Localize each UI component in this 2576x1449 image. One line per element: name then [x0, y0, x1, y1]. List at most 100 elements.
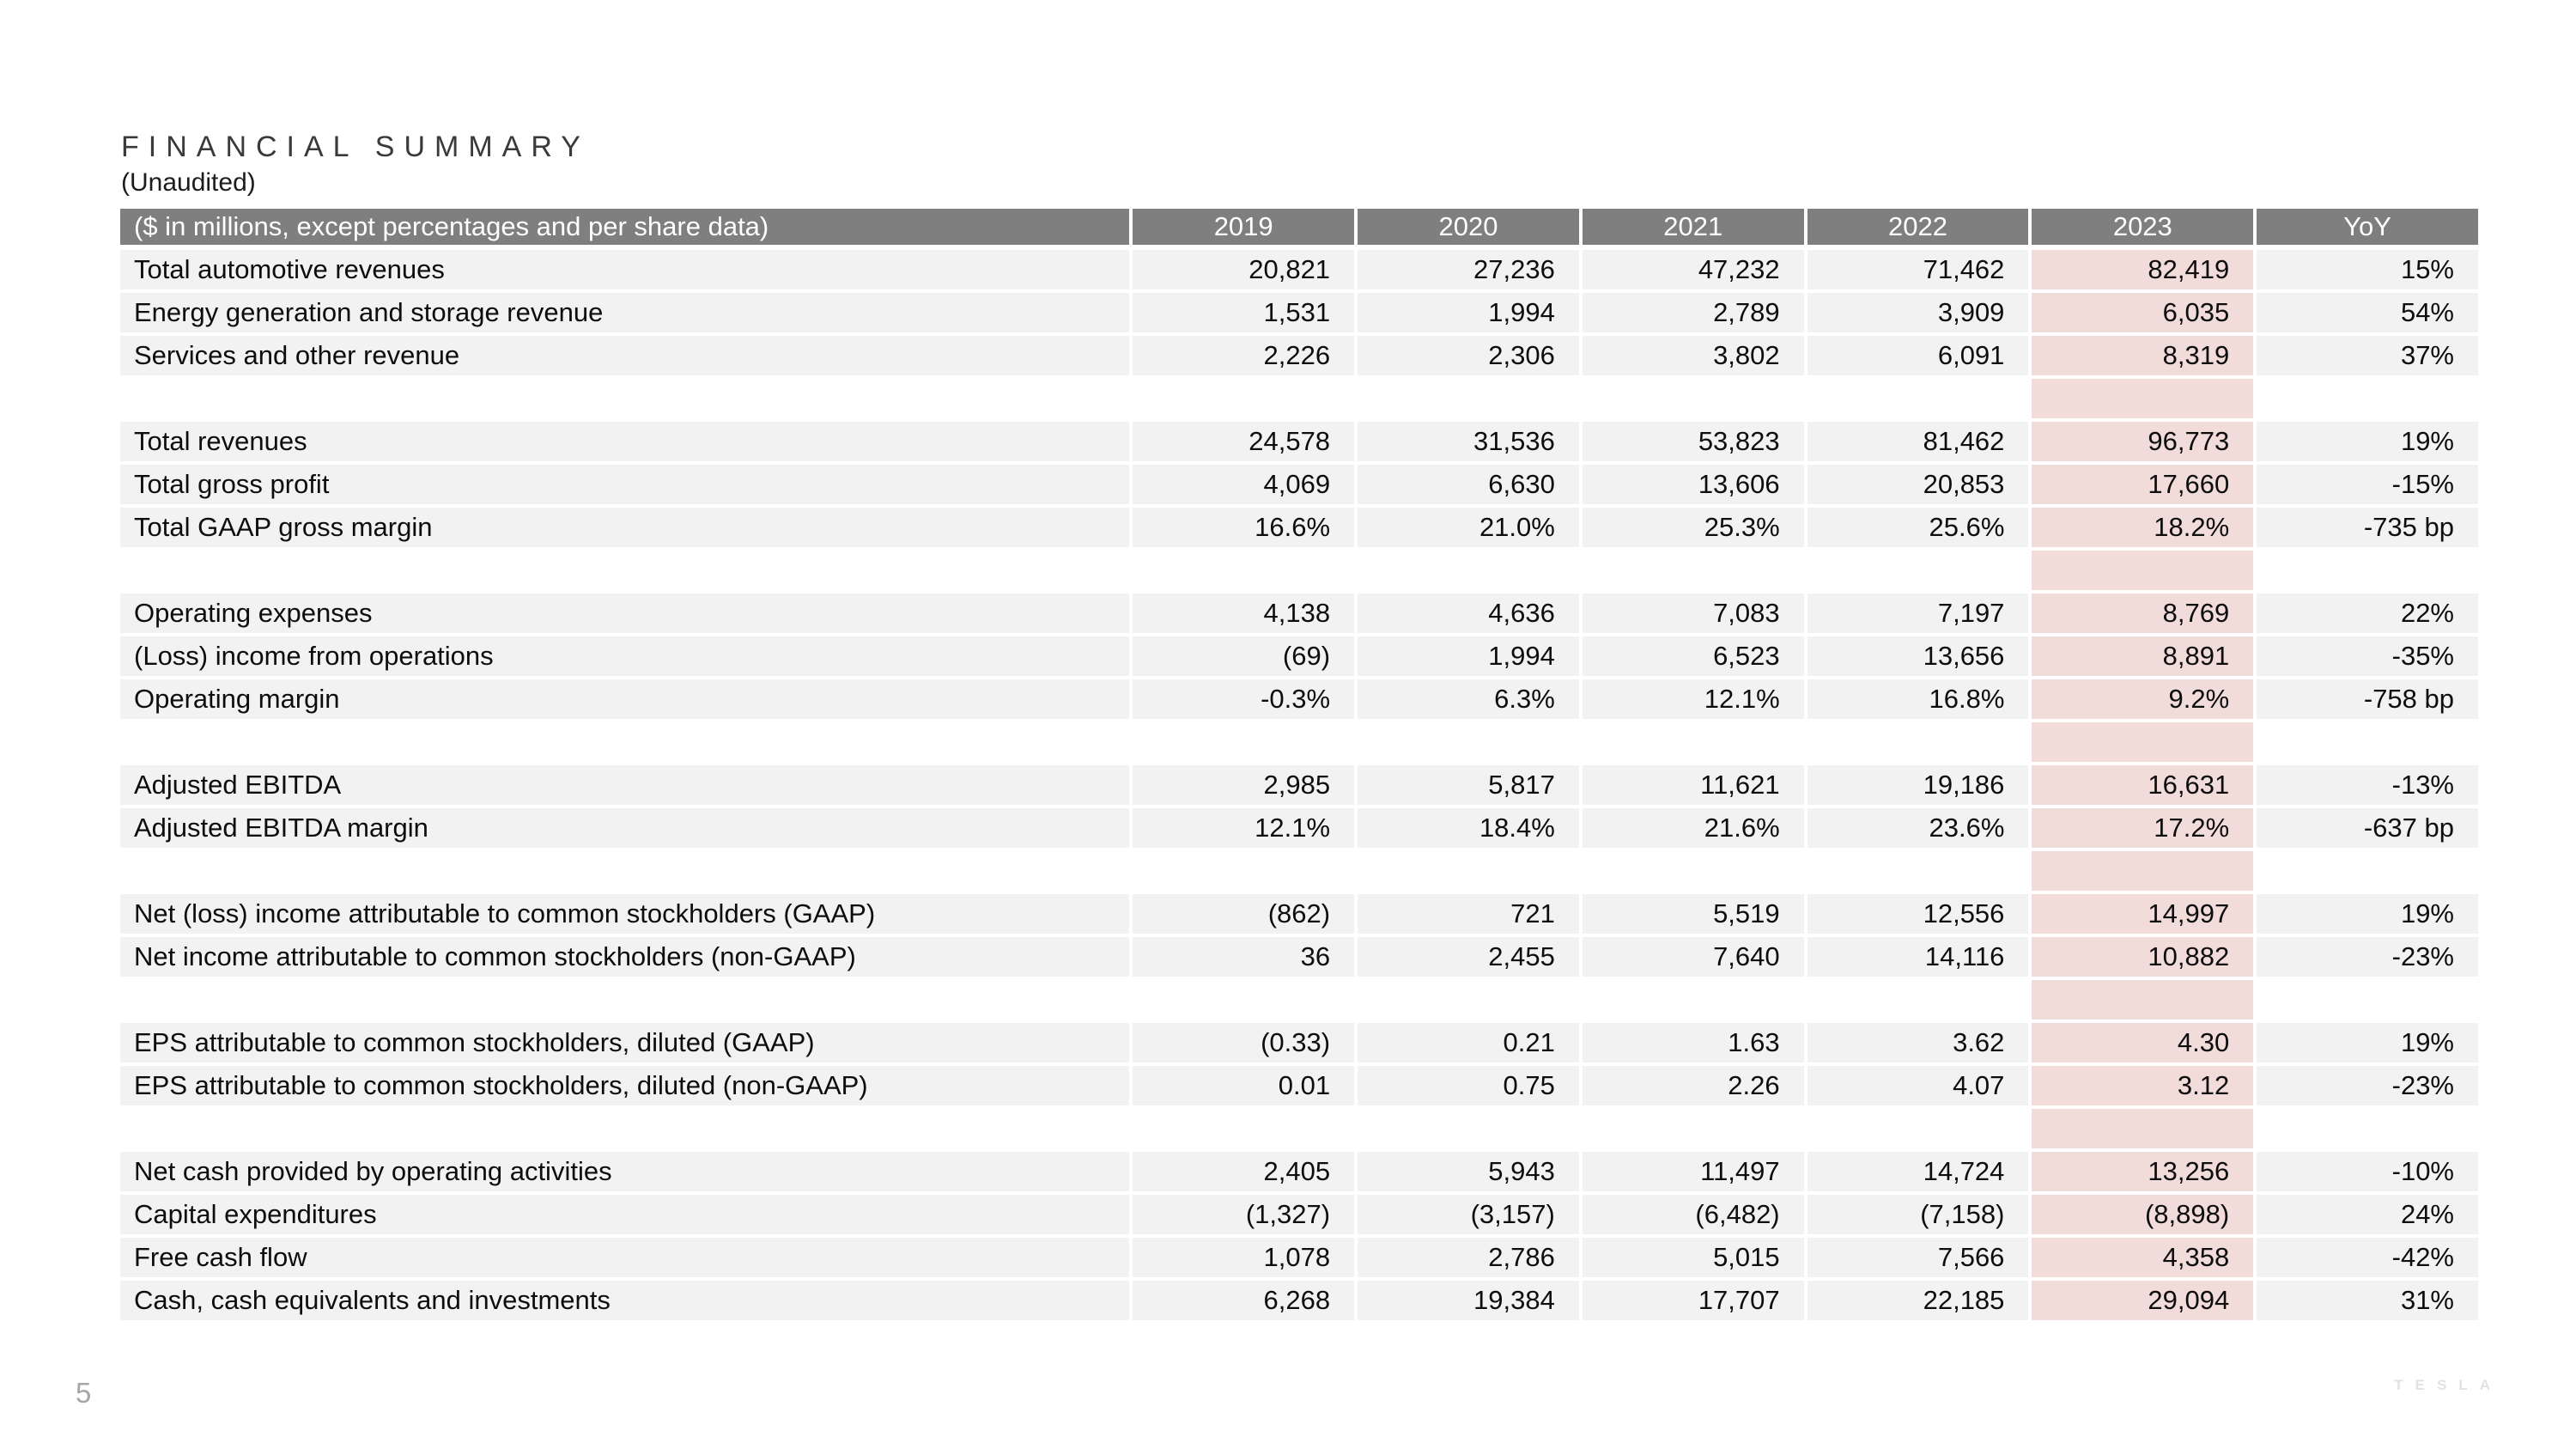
column-header-units: ($ in millions, except percentages and p… [120, 209, 1130, 245]
cell-2021: 11,621 [1582, 765, 1804, 805]
spacer-cell [1807, 722, 2029, 762]
row-label: Total automotive revenues [120, 250, 1130, 289]
cell-2022: 6,091 [1807, 336, 2029, 375]
spacer-cell-highlight [2032, 1109, 2254, 1148]
row-label: Net income attributable to common stockh… [120, 937, 1130, 977]
table-row: Total automotive revenues 20,821 27,236 47,… [120, 250, 2478, 289]
cell-2020: 4,636 [1358, 594, 1579, 633]
spacer-cell [120, 980, 1129, 1020]
spacer-cell [1583, 980, 1804, 1020]
page-title: FINANCIAL SUMMARY [121, 131, 590, 163]
spacer-cell-highlight [2032, 722, 2254, 762]
cell-2021: 17,707 [1582, 1281, 1804, 1320]
table-group-spacer [120, 1109, 2478, 1148]
row-label: Energy generation and storage revenue [120, 293, 1130, 332]
cell-2021: (6,482) [1582, 1195, 1804, 1234]
table-header-row: ($ in millions, except percentages and p… [120, 209, 2478, 245]
cell-2022: 4.07 [1807, 1066, 2029, 1105]
table-group-spacer [120, 551, 2478, 590]
cell-2020: 721 [1358, 894, 1579, 934]
spacer-cell [2257, 379, 2478, 418]
spacer-cell-highlight [2032, 551, 2254, 590]
cell-2022: 20,853 [1807, 465, 2029, 504]
table-row: EPS attributable to common stockholders,… [120, 1066, 2478, 1105]
spacer-cell [2257, 551, 2478, 590]
cell-yoy: 37% [2257, 336, 2478, 375]
spacer-cell [2257, 851, 2478, 891]
cell-2022: 14,724 [1807, 1152, 2029, 1191]
cell-2021: 1.63 [1582, 1023, 1804, 1062]
cell-2023: 10,882 [2032, 937, 2254, 977]
cell-2019: 12.1% [1133, 808, 1355, 848]
cell-2023: 29,094 [2032, 1281, 2254, 1320]
column-header-2023: 2023 [2032, 209, 2254, 245]
row-label: Adjusted EBITDA margin [120, 808, 1130, 848]
spacer-cell [1133, 551, 1354, 590]
cell-2020: 6,630 [1358, 465, 1579, 504]
cell-2020: 5,943 [1358, 1152, 1579, 1191]
cell-2021: 21.6% [1582, 808, 1804, 848]
spacer-cell [1358, 1109, 1579, 1148]
row-label: Operating margin [120, 679, 1130, 719]
spacer-cell [1358, 379, 1579, 418]
cell-yoy: -23% [2257, 937, 2478, 977]
cell-2023: 9.2% [2032, 679, 2254, 719]
cell-2019: 36 [1133, 937, 1355, 977]
financial-summary-table: ($ in millions, except percentages and p… [120, 209, 2478, 1324]
row-label: Operating expenses [120, 594, 1130, 633]
cell-2022: 16.8% [1807, 679, 2029, 719]
cell-2022: 3,909 [1807, 293, 2029, 332]
cell-2022: 3.62 [1807, 1023, 2029, 1062]
cell-2023: 17.2% [2032, 808, 2254, 848]
cell-2021: 11,497 [1582, 1152, 1804, 1191]
table-row: Capital expenditures (1,327) (3,157) (6,482… [120, 1195, 2478, 1234]
table-row: Net income attributable to common stockh… [120, 937, 2478, 977]
cell-yoy: 54% [2257, 293, 2478, 332]
row-label: EPS attributable to common stockholders,… [120, 1066, 1130, 1105]
table-row: Total GAAP gross margin 16.6% 21.0% 25.3% 25… [120, 508, 2478, 547]
page-number: 5 [76, 1377, 92, 1409]
table-row: Operating expenses 4,138 4,636 7,083 7,197 8,… [120, 594, 2478, 633]
cell-2019: 2,226 [1133, 336, 1355, 375]
cell-2021: 12.1% [1582, 679, 1804, 719]
cell-2022: (7,158) [1807, 1195, 2029, 1234]
cell-yoy: 22% [2257, 594, 2478, 633]
table-row: (Loss) income from operations (69) 1,994 6,… [120, 636, 2478, 676]
cell-2023: (8,898) [2032, 1195, 2254, 1234]
page-subtitle: (Unaudited) [121, 168, 256, 197]
cell-2019: 16.6% [1133, 508, 1355, 547]
spacer-cell [120, 379, 1129, 418]
spacer-cell [1358, 722, 1579, 762]
cell-2020: 1,994 [1358, 293, 1579, 332]
cell-yoy: 19% [2257, 894, 2478, 934]
cell-yoy: -35% [2257, 636, 2478, 676]
table-row: Net cash provided by operating activitie… [120, 1152, 2478, 1191]
cell-2019: (862) [1133, 894, 1355, 934]
cell-2022: 7,197 [1807, 594, 2029, 633]
cell-yoy: -735 bp [2257, 508, 2478, 547]
column-header-2022: 2022 [1807, 209, 2029, 245]
row-label: Net (loss) income attributable to common… [120, 894, 1130, 934]
spacer-cell [1133, 1109, 1354, 1148]
row-label: Total GAAP gross margin [120, 508, 1130, 547]
cell-2023: 14,997 [2032, 894, 2254, 934]
cell-yoy: -758 bp [2257, 679, 2478, 719]
cell-2019: 2,405 [1133, 1152, 1355, 1191]
cell-2023: 8,769 [2032, 594, 2254, 633]
row-label: Adjusted EBITDA [120, 765, 1130, 805]
cell-2020: 1,994 [1358, 636, 1579, 676]
cell-2020: 21.0% [1358, 508, 1579, 547]
table-row: Total gross profit 4,069 6,630 13,606 20,853… [120, 465, 2478, 504]
cell-2022: 81,462 [1807, 422, 2029, 461]
cell-yoy: 19% [2257, 1023, 2478, 1062]
cell-2020: 6.3% [1358, 679, 1579, 719]
column-header-2019: 2019 [1133, 209, 1355, 245]
cell-yoy: 15% [2257, 250, 2478, 289]
cell-2022: 12,556 [1807, 894, 2029, 934]
cell-yoy: -637 bp [2257, 808, 2478, 848]
cell-2019: 1,531 [1133, 293, 1355, 332]
cell-2021: 7,083 [1582, 594, 1804, 633]
table-group-spacer [120, 379, 2478, 418]
cell-2023: 8,891 [2032, 636, 2254, 676]
spacer-cell [1807, 551, 2029, 590]
